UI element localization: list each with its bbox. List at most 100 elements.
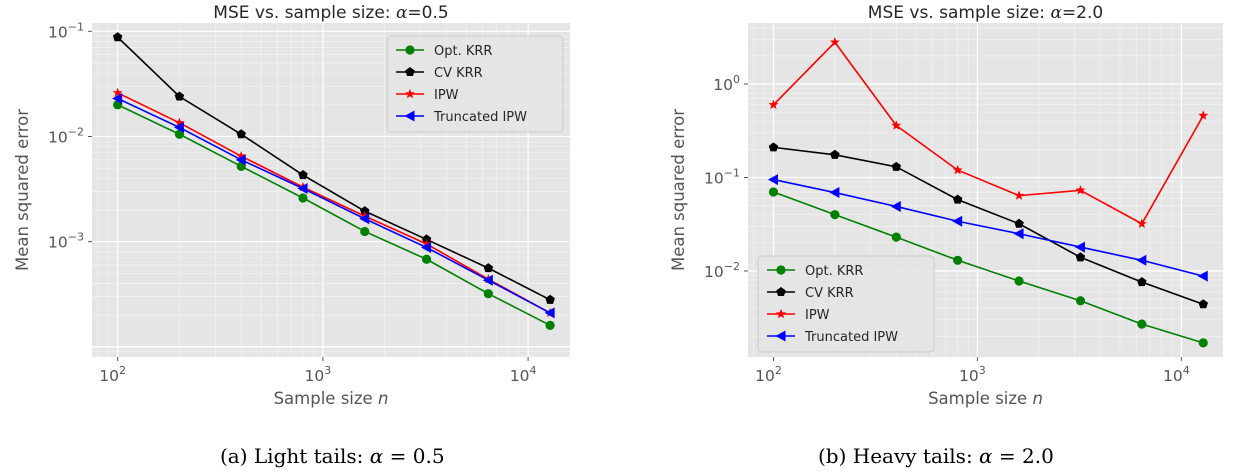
legend-marker	[776, 308, 786, 319]
series-opt-krr	[113, 100, 555, 330]
data-point	[1075, 185, 1086, 195]
legend-item: Opt. KRR	[767, 264, 863, 279]
x-axis-label: Sample size n	[928, 389, 1043, 408]
data-point	[1198, 110, 1209, 120]
data-point	[483, 263, 494, 273]
data-point	[236, 150, 247, 161]
series-line	[117, 36, 551, 301]
series-opt-krr	[768, 187, 1208, 348]
data-point	[112, 32, 123, 42]
legend-label: Truncated IPW	[804, 330, 898, 345]
x-tick-label: 103	[305, 364, 332, 385]
legend-label: Opt. KRR	[805, 264, 863, 279]
data-point	[174, 117, 185, 127]
chart-title: MSE vs. sample size: α=0.5	[213, 3, 448, 23]
y-tick-label: 10−1	[704, 166, 740, 187]
series-line	[117, 104, 551, 327]
data-point	[891, 232, 901, 242]
chart-panel-2: MSE vs. sample size: α=2.0 102 103 104 10−2 1…	[669, 3, 1223, 468]
x-axis-label: Sample size n	[274, 389, 389, 408]
data-point	[298, 193, 308, 203]
data-point	[952, 215, 963, 227]
legend-frame	[757, 255, 935, 353]
data-point	[830, 149, 840, 159]
data-point	[360, 226, 370, 237]
data-point	[359, 213, 370, 225]
legend-label: IPW	[805, 308, 830, 323]
data-point	[1014, 190, 1024, 200]
data-point	[1197, 270, 1208, 282]
data-point	[829, 187, 840, 199]
data-point	[544, 307, 555, 319]
data-point	[235, 154, 246, 166]
subfigure-caption: (b) Heavy tails: α = 2.0	[818, 444, 1054, 468]
data-point	[1075, 296, 1086, 306]
data-point	[1136, 218, 1147, 228]
data-point	[112, 87, 123, 98]
chart-panel-1: MSE vs. sample size: α=0.5 102 103 104 10−3 1…	[13, 3, 570, 468]
legend-item: CV KRR	[396, 66, 483, 81]
series-truncated-ipw	[767, 174, 1208, 282]
legend-label: CV KRR	[805, 286, 854, 301]
legend-label: Truncated IPW	[433, 110, 527, 125]
legend-item: Truncated IPW	[396, 110, 527, 125]
data-point	[768, 187, 779, 197]
series-ipw	[768, 37, 1209, 228]
legend-marker	[405, 88, 415, 99]
x-tick-label: 104	[1163, 364, 1190, 385]
data-point	[1014, 276, 1024, 286]
legend-marker	[776, 287, 786, 297]
legend: Opt. KRR CV KRR IPW Truncated IPW	[757, 255, 935, 353]
data-point	[1013, 228, 1024, 240]
data-point	[953, 255, 963, 265]
legend-label: Opt. KRR	[434, 44, 492, 59]
chart-title: MSE vs. sample size: α=2.0	[868, 3, 1103, 23]
y-tick-label: 10−1	[48, 20, 84, 41]
series-cv-krr	[768, 142, 1208, 309]
data-point	[768, 99, 779, 109]
data-point	[359, 210, 370, 221]
data-point	[1137, 277, 1147, 287]
data-point	[236, 129, 246, 139]
legend-item: Truncated IPW	[767, 330, 898, 345]
data-point	[829, 37, 840, 47]
subfigure-caption: (a) Light tails: α = 0.5	[220, 444, 445, 468]
series-line	[773, 146, 1204, 306]
data-point	[482, 274, 493, 286]
data-point	[952, 164, 963, 175]
legend-marker	[405, 45, 415, 55]
data-point	[891, 161, 902, 171]
data-point	[421, 238, 432, 249]
data-point	[1014, 218, 1024, 228]
data-point	[421, 241, 432, 253]
legend-marker	[776, 265, 786, 275]
x-tick-label: 103	[959, 364, 986, 385]
x-tick-label: 104	[510, 364, 537, 385]
y-tick-label: 10−2	[704, 260, 740, 281]
data-point	[1198, 299, 1208, 309]
data-point	[830, 210, 840, 220]
data-point	[483, 289, 493, 299]
y-axis-label: Mean squared error	[669, 109, 688, 271]
legend-label: CV KRR	[434, 66, 483, 81]
data-point	[1198, 338, 1208, 348]
legend-item: IPW	[396, 88, 459, 103]
legend-marker	[405, 67, 415, 77]
legend-marker	[775, 330, 786, 342]
series-line	[117, 92, 551, 314]
series-line	[773, 191, 1204, 344]
legend-label: IPW	[434, 88, 459, 103]
data-point	[174, 91, 185, 101]
y-axis-label: Mean squared error	[13, 109, 32, 271]
y-tick-label: 10−3	[48, 231, 84, 252]
legend-frame	[386, 35, 564, 133]
legend: Opt. KRR CV KRR IPW Truncated IPW	[386, 35, 564, 133]
y-tick-label: 10−2	[48, 125, 84, 146]
series-line	[773, 178, 1204, 277]
grid	[748, 23, 1223, 357]
data-point	[952, 194, 963, 204]
data-point	[297, 183, 308, 195]
series-line	[772, 41, 1204, 225]
data-point	[545, 320, 555, 330]
